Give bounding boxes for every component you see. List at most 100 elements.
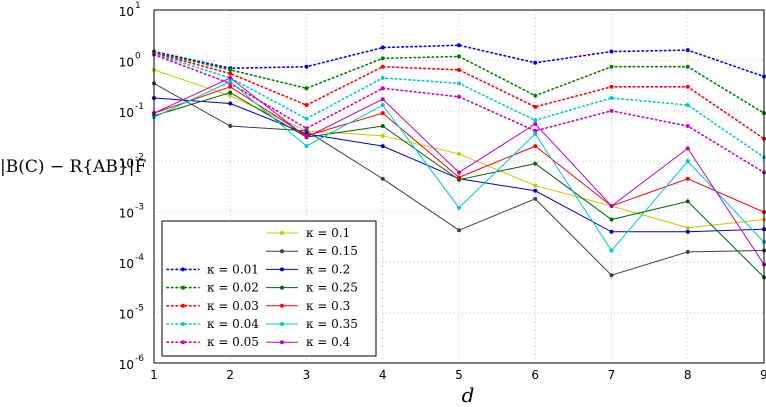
y-tick-label: 10 0 — [119, 51, 141, 69]
data-point — [533, 93, 538, 98]
data-point — [380, 45, 385, 50]
legend-label: κ = 0.4 — [306, 335, 351, 349]
data-point — [685, 176, 690, 181]
series — [152, 90, 766, 280]
y-tick-label: 10 -5 — [119, 304, 144, 322]
legend-marker — [181, 322, 185, 326]
data-point — [609, 248, 614, 253]
data-point — [228, 71, 233, 76]
legend-entry: κ = 0.1 — [266, 226, 350, 240]
data-point — [685, 64, 690, 69]
y-tick-base: 10 — [119, 5, 134, 19]
data-point — [609, 49, 614, 54]
legend-label: κ = 0.35 — [306, 317, 358, 331]
legend-entry: κ = 0.02 — [166, 281, 259, 295]
data-point — [228, 79, 233, 84]
x-tick-label: 2 — [226, 368, 234, 382]
data-point — [457, 170, 461, 175]
data-point — [685, 103, 690, 108]
legend-marker — [280, 249, 284, 254]
data-point — [533, 188, 538, 193]
x-tick-label: 9 — [760, 368, 766, 382]
series — [152, 67, 766, 230]
data-point — [609, 217, 614, 222]
data-point — [685, 124, 690, 129]
legend-label: κ = 0.04 — [207, 317, 259, 331]
y-tick-base: 10 — [119, 257, 134, 271]
legend-marker — [181, 285, 185, 290]
series-line — [153, 69, 765, 229]
data-point — [457, 54, 461, 59]
data-point — [457, 94, 461, 99]
x-tick-label: 7 — [608, 368, 616, 382]
legend-marker — [280, 267, 284, 272]
data-point — [228, 90, 233, 95]
data-point — [533, 121, 538, 126]
data-point — [304, 64, 309, 69]
data-point — [228, 75, 233, 80]
legend-label: κ = 0.2 — [306, 262, 350, 276]
data-point — [609, 203, 614, 208]
data-point — [685, 225, 690, 230]
y-tick-exponent: -3 — [135, 203, 144, 213]
data-point — [380, 144, 385, 149]
legend-entry: κ = 0.04 — [166, 317, 259, 331]
y-tick-exponent: 1 — [135, 1, 141, 11]
legend: κ = 0.1 κ = 0.15 κ = 0.2 κ = 0.25 κ = 0.3 κ =… — [161, 220, 377, 357]
series-layer — [152, 43, 766, 280]
data-point — [380, 56, 385, 61]
x-axis-label: d — [462, 383, 475, 407]
x-tick-label: 3 — [303, 368, 311, 382]
data-point — [533, 196, 538, 201]
legend-marker — [181, 267, 185, 272]
data-point — [380, 103, 385, 108]
y-tick-base: 10 — [119, 207, 134, 221]
x-tick-label: 4 — [379, 368, 387, 382]
legend-marker — [280, 303, 284, 308]
x-tick-label: 5 — [455, 368, 463, 382]
data-point — [304, 103, 309, 108]
data-point — [304, 128, 309, 133]
data-point — [685, 249, 690, 254]
data-point — [228, 124, 233, 129]
y-tick-exponent: -6 — [135, 354, 144, 364]
data-point — [457, 81, 461, 86]
y-tick-exponent: 0 — [135, 51, 141, 61]
y-tick-label: 10 -4 — [119, 253, 145, 271]
data-point — [609, 229, 614, 234]
legend-entry: κ = 0.35 — [266, 317, 358, 331]
y-tick-exponent: -5 — [135, 304, 144, 314]
series-line — [153, 86, 765, 213]
y-tick-exponent: -4 — [135, 253, 144, 263]
data-point — [609, 84, 614, 89]
y-tick-label: 10 -2 — [119, 152, 144, 170]
legend-entry: κ = 0.15 — [266, 244, 358, 258]
x-tick-label: 6 — [531, 368, 539, 382]
data-point — [685, 199, 690, 204]
data-point — [457, 43, 461, 48]
data-point — [533, 104, 538, 109]
y-tick-label: 10 -3 — [119, 203, 144, 221]
legend-label: κ = 0.3 — [306, 299, 350, 313]
data-point — [304, 116, 309, 121]
series — [152, 52, 766, 175]
data-point — [533, 183, 538, 188]
data-point — [228, 84, 233, 89]
y-tick-exponent: -1 — [135, 102, 144, 112]
legend-label: κ = 0.05 — [207, 335, 259, 349]
data-point — [457, 175, 461, 180]
data-point — [457, 205, 461, 210]
legend-label: κ = 0.1 — [306, 226, 350, 240]
data-point — [304, 144, 309, 149]
data-point — [457, 228, 461, 233]
legend-label: κ = 0.02 — [207, 281, 259, 295]
y-tick-base: 10 — [119, 308, 134, 322]
legend-marker — [280, 322, 284, 326]
y-tick-label: 10 1 — [119, 1, 141, 19]
y-tick-base: 10 — [119, 106, 134, 120]
legend-marker — [280, 231, 284, 235]
data-point — [685, 146, 690, 151]
data-point — [380, 111, 385, 116]
